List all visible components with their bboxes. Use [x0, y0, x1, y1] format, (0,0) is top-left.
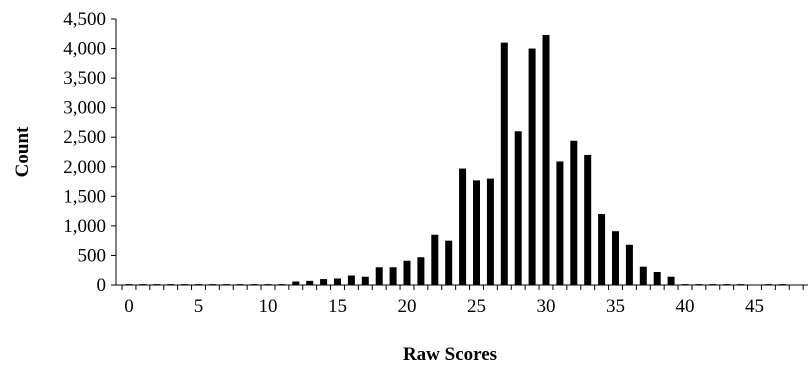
- bar-score-17: [361, 276, 369, 285]
- y-tick-label: 4,000: [63, 39, 106, 60]
- bar-score-24: [459, 168, 467, 285]
- x-tick-label: 40: [676, 296, 695, 317]
- x-tick-label: 0: [124, 296, 134, 317]
- bar-score-32: [570, 140, 578, 285]
- y-axis-ticks: 0 500 1,000 1,500 2,000 2,500 3,000 3,500 4,000 4…: [63, 9, 116, 296]
- y-tick-label: 500: [78, 245, 107, 266]
- y-tick-label: 3,000: [63, 98, 106, 119]
- x-axis-title: Raw Scores: [403, 344, 497, 365]
- bar-score-28: [514, 131, 522, 285]
- y-tick-label: 3,500: [63, 68, 106, 89]
- x-tick-label: 20: [398, 296, 417, 317]
- y-tick-label: 0: [97, 275, 107, 296]
- y-tick-label: 1,500: [63, 186, 106, 207]
- bar-score-26: [486, 178, 494, 285]
- bar-score-21: [417, 257, 425, 285]
- bar-score-23: [445, 240, 453, 285]
- bar-score-25: [473, 180, 480, 285]
- x-tick-label: 30: [537, 296, 556, 317]
- y-tick-label: 2,000: [63, 157, 106, 178]
- bar-score-19: [389, 267, 397, 285]
- x-tick-label: 25: [467, 296, 486, 317]
- y-tick-label: 1,000: [63, 216, 106, 237]
- bar-score-39: [667, 276, 675, 285]
- bar-score-33: [584, 154, 592, 285]
- bar-score-13: [306, 280, 314, 285]
- y-tick-label: 4,500: [63, 9, 106, 30]
- bars-group: [125, 34, 786, 286]
- bar-score-37: [639, 266, 647, 285]
- bar-score-38: [653, 272, 661, 285]
- x-tick-label: 5: [194, 296, 204, 317]
- bar-score-22: [431, 234, 439, 285]
- y-axis-title: Count: [12, 126, 33, 177]
- bar-score-35: [612, 231, 619, 285]
- bar-score-15: [334, 278, 341, 285]
- y-tick-label: 2,500: [63, 127, 106, 148]
- bar-score-31: [556, 161, 564, 285]
- x-tick-label: 35: [606, 296, 625, 317]
- bar-score-20: [403, 260, 411, 285]
- bar-score-36: [625, 244, 633, 285]
- bar-score-30: [542, 34, 550, 286]
- bar-score-14: [320, 279, 328, 285]
- bar-score-12: [292, 281, 300, 285]
- bar-score-18: [375, 267, 383, 285]
- bar-score-16: [347, 275, 355, 285]
- x-tick-label: 45: [745, 296, 764, 317]
- x-axis-ticks: 0 5 10 15 20 25 30 35 40 45: [121, 285, 804, 317]
- bar-score-34: [598, 214, 606, 285]
- x-tick-label: 15: [328, 296, 347, 317]
- x-tick-label: 10: [259, 296, 278, 317]
- bar-score-29: [528, 48, 536, 286]
- bar-score-27: [500, 42, 508, 285]
